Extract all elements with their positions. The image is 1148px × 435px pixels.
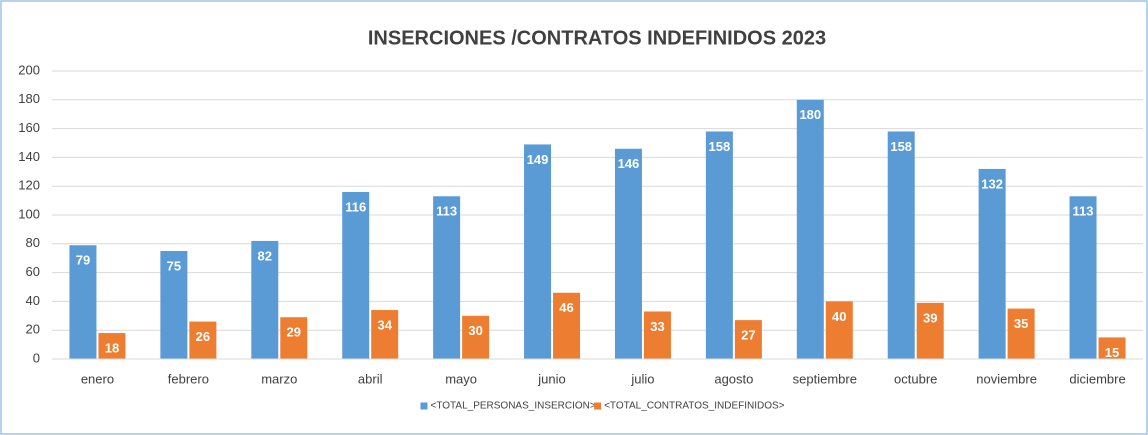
x-tick-label: agosto <box>714 371 753 386</box>
value-label: 27 <box>741 328 755 343</box>
x-tick-label: mayo <box>445 371 477 386</box>
value-label: 149 <box>527 152 549 167</box>
value-label: 29 <box>287 325 301 340</box>
value-label: 39 <box>923 310 937 325</box>
bar <box>1007 308 1035 359</box>
bar <box>371 310 399 359</box>
value-label: 132 <box>981 176 1003 191</box>
bar <box>978 168 1006 359</box>
bar <box>887 131 915 359</box>
value-label: 146 <box>618 156 640 171</box>
y-tick-label: 20 <box>26 322 40 337</box>
bar <box>524 144 552 359</box>
value-label: 33 <box>650 319 664 334</box>
x-tick-label: diciembre <box>1069 371 1125 386</box>
x-tick-label: marzo <box>261 371 297 386</box>
value-label: 82 <box>258 248 272 263</box>
bar <box>705 131 733 359</box>
legend-label: <TOTAL_CONTRATOS_INDEFINIDOS> <box>604 401 785 412</box>
bar <box>614 148 642 359</box>
value-label: 15 <box>1105 345 1119 360</box>
bar <box>189 321 217 359</box>
bar <box>69 245 97 359</box>
x-tick-label: febrero <box>168 371 209 386</box>
value-label: 40 <box>832 309 846 324</box>
bar <box>160 251 188 359</box>
legend-label: <TOTAL_PERSONAS_INSERCION> <box>431 401 596 412</box>
value-label: 35 <box>1014 316 1028 331</box>
legend-swatch <box>594 402 602 410</box>
value-label: 116 <box>345 199 366 214</box>
value-label: 79 <box>76 253 90 268</box>
chart-title: INSERCIONES /CONTRATOS INDEFINIDOS 2023 <box>368 27 826 49</box>
x-tick-label: noviembre <box>976 371 1037 386</box>
y-tick-label: 80 <box>26 235 40 250</box>
value-label: 46 <box>559 300 573 315</box>
value-label: 113 <box>436 204 457 219</box>
x-tick-label: enero <box>81 371 114 386</box>
value-label: 75 <box>167 258 181 273</box>
bar <box>553 292 581 359</box>
x-tick-label: julio <box>630 371 654 386</box>
value-label: 18 <box>105 341 119 356</box>
bar <box>1069 196 1097 359</box>
y-tick-label: 200 <box>18 62 40 77</box>
bar <box>643 311 671 359</box>
value-label: 30 <box>468 323 482 338</box>
bar <box>1098 337 1126 359</box>
bar <box>796 99 824 360</box>
y-tick-label: 40 <box>26 293 40 308</box>
y-tick-label: 60 <box>26 264 40 279</box>
value-label: 34 <box>377 317 392 332</box>
bar <box>342 191 370 359</box>
bar <box>734 320 762 359</box>
value-label: 158 <box>709 139 731 154</box>
x-tick-label: septiembre <box>793 371 857 386</box>
x-tick-label: octubre <box>894 371 937 386</box>
value-label: 26 <box>196 329 210 344</box>
value-label: 158 <box>890 139 912 154</box>
x-tick-label: junio <box>537 371 565 386</box>
legend-swatch <box>420 402 428 410</box>
y-tick-label: 120 <box>18 178 40 193</box>
value-label: 113 <box>1073 204 1094 219</box>
bar <box>825 301 853 359</box>
y-tick-label: 100 <box>18 206 40 221</box>
bar <box>251 240 279 359</box>
value-label: 180 <box>799 107 821 122</box>
y-tick-label: 140 <box>18 149 40 164</box>
bar <box>433 196 461 359</box>
bar <box>98 333 126 359</box>
bar <box>462 315 490 359</box>
bar <box>916 302 944 359</box>
y-tick-label: 0 <box>33 350 40 365</box>
y-tick-label: 160 <box>18 120 40 135</box>
bar <box>280 317 308 359</box>
x-tick-label: abril <box>358 371 383 386</box>
y-tick-label: 180 <box>18 91 40 106</box>
